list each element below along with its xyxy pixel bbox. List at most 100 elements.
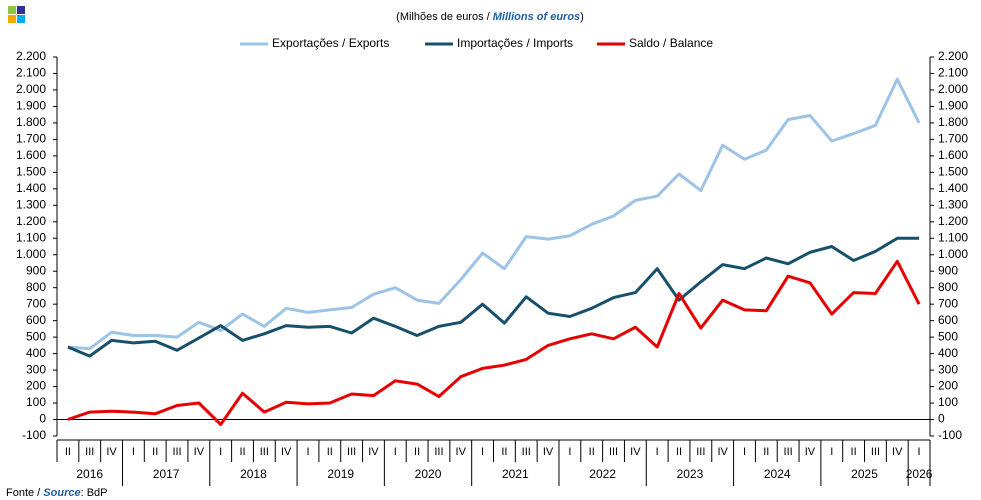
y2-tick-label: 300 xyxy=(938,362,958,376)
source-part: Fonte / xyxy=(6,487,43,499)
y2-tick-label: 900 xyxy=(938,263,958,277)
year-label: 2018 xyxy=(240,467,267,481)
y2-tick-label: 700 xyxy=(938,296,958,310)
y-tick-label: 1.100 xyxy=(16,230,46,244)
year-label: 2021 xyxy=(502,467,529,481)
year-label: 2020 xyxy=(415,467,442,481)
x-tick-label: I xyxy=(219,446,222,458)
x-tick-label: III xyxy=(784,446,793,458)
x-tick-label: II xyxy=(589,446,595,458)
y2-tick-label: 2.100 xyxy=(938,66,968,80)
x-tick-label: I xyxy=(830,446,833,458)
y2-tick-label: 1.700 xyxy=(938,132,968,146)
x-tick-label: IV xyxy=(456,446,467,458)
y-tick-label: 1.600 xyxy=(16,148,46,162)
y-tick-label: 100 xyxy=(26,395,46,409)
y2-tick-label: 800 xyxy=(938,280,958,294)
y2-tick-label: 1.500 xyxy=(938,165,968,179)
year-label: 2023 xyxy=(677,467,704,481)
x-tick-label: IV xyxy=(281,446,292,458)
year-label: 2025 xyxy=(851,467,878,481)
x-tick-label: I xyxy=(568,446,571,458)
y2-tick-label: -100 xyxy=(938,428,962,442)
y2-tick-label: 0 xyxy=(938,412,945,426)
y2-tick-label: 2.000 xyxy=(938,82,968,96)
subtitle: (Milhões de euros / Millions of euros) xyxy=(396,11,584,23)
logo xyxy=(17,15,25,23)
series-line xyxy=(67,77,921,351)
y-tick-label: 1.700 xyxy=(16,132,46,146)
y2-tick-label: 1.000 xyxy=(938,247,968,261)
x-tick-label: III xyxy=(434,446,443,458)
logo xyxy=(8,15,16,23)
x-tick-label: I xyxy=(918,446,921,458)
legend-label: Saldo / Balance xyxy=(629,36,713,50)
y-tick-label: 300 xyxy=(26,362,46,376)
x-tick-label: IV xyxy=(543,446,554,458)
y-tick-label: 2.200 xyxy=(16,49,46,63)
y-tick-label: 1.500 xyxy=(16,165,46,179)
source-part: : BdP xyxy=(81,487,108,499)
y-tick-label: 900 xyxy=(26,263,46,277)
x-tick-label: II xyxy=(327,446,333,458)
x-tick-label: III xyxy=(347,446,356,458)
y-tick-label: 1.900 xyxy=(16,99,46,113)
y-tick-label: 200 xyxy=(26,379,46,393)
x-tick-label: II xyxy=(676,446,682,458)
x-tick-label: I xyxy=(743,446,746,458)
logo xyxy=(17,6,25,14)
x-tick-label: I xyxy=(394,446,397,458)
y2-tick-label: 1.400 xyxy=(938,181,968,195)
x-tick-label: III xyxy=(260,446,269,458)
source: Fonte / Source: BdP xyxy=(6,487,108,499)
y-tick-label: 600 xyxy=(26,313,46,327)
y-tick-label: 800 xyxy=(26,280,46,294)
legend-label: Exportações / Exports xyxy=(272,36,389,50)
y2-tick-label: 2.200 xyxy=(938,49,968,63)
y2-tick-label: 500 xyxy=(938,329,958,343)
subtitle-part: (Milhões de euros / xyxy=(396,11,493,23)
x-tick-label: IV xyxy=(892,446,903,458)
year-label: 2022 xyxy=(589,467,616,481)
y-tick-label: 500 xyxy=(26,329,46,343)
x-tick-label: IV xyxy=(194,446,205,458)
x-tick-label: II xyxy=(414,446,420,458)
x-tick-label: III xyxy=(609,446,618,458)
year-label: 2016 xyxy=(76,467,103,481)
x-tick-label: IV xyxy=(805,446,816,458)
year-label: 2017 xyxy=(153,467,180,481)
logo xyxy=(8,6,16,14)
x-tick-label: II xyxy=(501,446,507,458)
x-tick-label: I xyxy=(132,446,135,458)
y2-tick-label: 200 xyxy=(938,379,958,393)
year-label: 2026 xyxy=(906,467,933,481)
y-tick-label: 1.000 xyxy=(16,247,46,261)
x-tick-label: II xyxy=(239,446,245,458)
y2-tick-label: 1.200 xyxy=(938,214,968,228)
y-tick-label: 2.100 xyxy=(16,66,46,80)
x-tick-label: IV xyxy=(368,446,379,458)
series-line xyxy=(67,259,921,426)
x-tick-label: I xyxy=(481,446,484,458)
subtitle-part: Millions of euros xyxy=(493,11,580,23)
x-tick-label: II xyxy=(152,446,158,458)
y2-tick-label: 100 xyxy=(938,395,958,409)
year-label: 2024 xyxy=(764,467,791,481)
y2-tick-label: 1.900 xyxy=(938,99,968,113)
x-tick-label: III xyxy=(522,446,531,458)
y2-tick-label: 1.100 xyxy=(938,230,968,244)
x-tick-label: II xyxy=(763,446,769,458)
x-tick-label: IV xyxy=(717,446,728,458)
y-tick-label: 1.800 xyxy=(16,115,46,129)
y-tick-label: 400 xyxy=(26,346,46,360)
year-label: 2019 xyxy=(327,467,354,481)
x-tick-label: IV xyxy=(630,446,641,458)
series-line xyxy=(67,236,920,358)
source-part: Source xyxy=(43,487,80,499)
legend-label: Importações / Imports xyxy=(457,36,573,50)
y2-tick-label: 600 xyxy=(938,313,958,327)
y-tick-label: 1.200 xyxy=(16,214,46,228)
y2-tick-label: 1.300 xyxy=(938,197,968,211)
subtitle-part: ) xyxy=(580,11,584,23)
